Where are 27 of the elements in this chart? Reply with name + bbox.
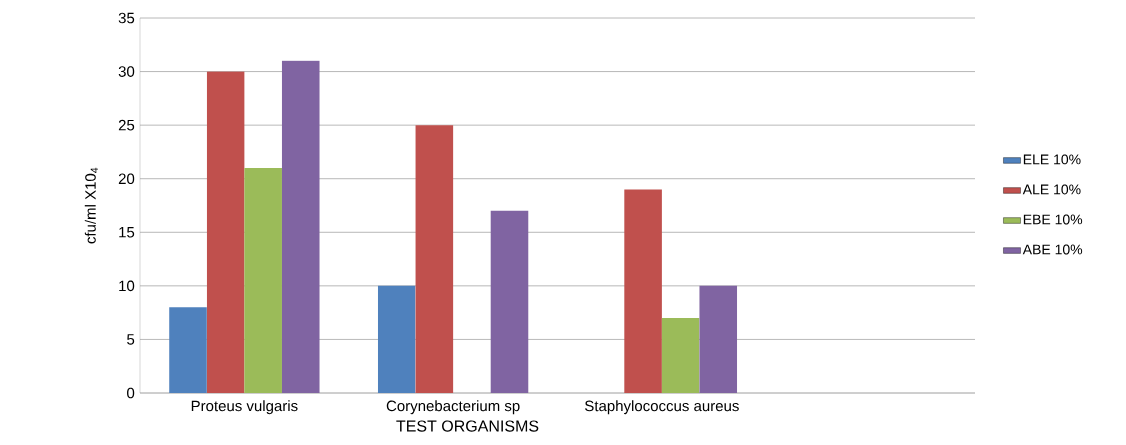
bar bbox=[281, 60, 320, 393]
y-tick-label: 25 bbox=[118, 119, 135, 131]
x-tick-label: Staphylococcus aureus bbox=[585, 400, 739, 415]
x-tick-label: Proteus vulgaris bbox=[191, 400, 298, 415]
bar bbox=[244, 168, 282, 393]
bar bbox=[624, 189, 662, 393]
bar bbox=[169, 307, 207, 393]
y-tick-label: 0 bbox=[127, 387, 135, 399]
y-tick-label: 15 bbox=[119, 227, 135, 238]
bar bbox=[490, 210, 529, 393]
x-tick-label: Corynebacterium sp bbox=[386, 400, 520, 415]
y-tick-label: 35 bbox=[118, 12, 135, 24]
legend-label: ABE 10% bbox=[1022, 244, 1083, 255]
x-axis-title: TEST ORGANISMS bbox=[396, 420, 539, 432]
bar bbox=[377, 285, 416, 393]
y-tick-label: 5 bbox=[127, 334, 135, 345]
bar bbox=[206, 71, 245, 393]
bar bbox=[661, 318, 700, 393]
y-tick-label: 10 bbox=[119, 280, 135, 292]
legend-label: ALE 10% bbox=[1022, 184, 1081, 195]
y-axis-title: cfu/ml X10$_{4}$ bbox=[84, 167, 98, 244]
bar bbox=[699, 285, 738, 393]
y-tick-label: 20 bbox=[118, 173, 135, 185]
y-tick-label: 30 bbox=[118, 66, 135, 77]
legend-label: ELE 10% bbox=[1023, 154, 1081, 165]
bar bbox=[415, 125, 454, 393]
legend-label: EBE 10% bbox=[1023, 214, 1083, 225]
